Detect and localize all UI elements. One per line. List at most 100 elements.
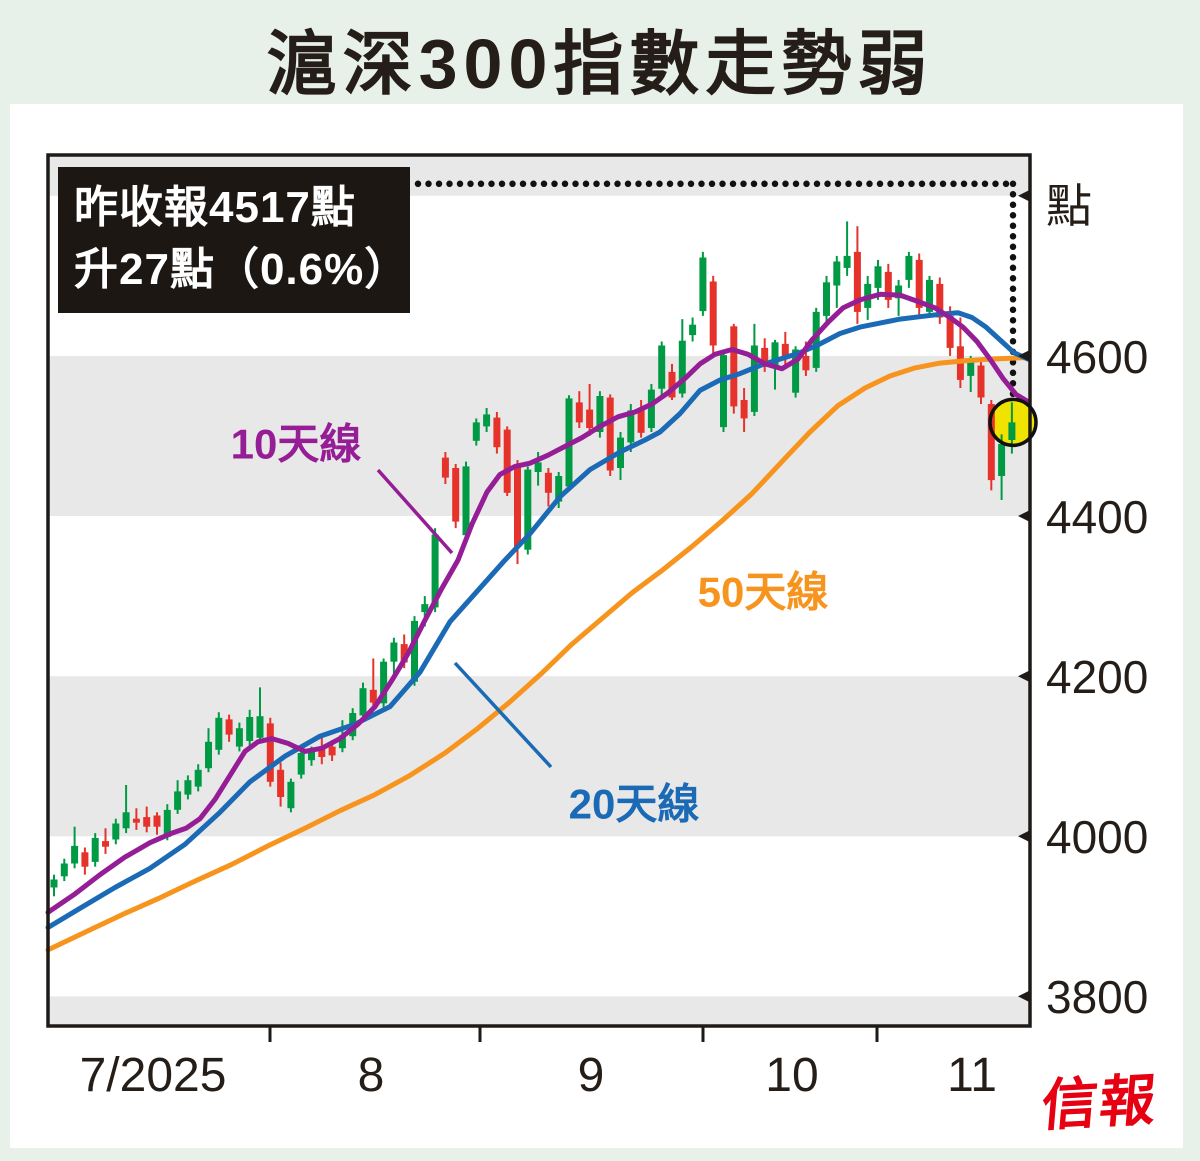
candle-body [441, 457, 449, 478]
ma50-line [45, 355, 1031, 953]
y-tick-label: 4400 [1046, 491, 1149, 544]
candle-body [225, 719, 233, 735]
candle-body [431, 534, 439, 608]
ma20-line [45, 310, 1031, 930]
candle-body [297, 753, 305, 775]
candle-body [277, 769, 285, 797]
candle-body [977, 365, 985, 398]
publisher-logo: 信報 [1038, 1069, 1161, 1139]
candle-body [163, 809, 171, 838]
plot-band [48, 355, 1030, 516]
y-tick-arrow [1018, 829, 1031, 843]
y-tick-arrow [1018, 989, 1031, 1003]
candle-body [926, 279, 933, 312]
candle-body [967, 362, 975, 376]
y-tick-label: 點 [1046, 179, 1092, 232]
candle-body [823, 282, 830, 316]
annotation-line-1: 昨收報4517點 [74, 183, 356, 232]
y-tick-label: 3800 [1046, 971, 1149, 1024]
candle-body [411, 620, 418, 682]
candle-body [102, 841, 109, 847]
candle-body [905, 255, 913, 280]
candle-body [699, 257, 707, 312]
candle-body [483, 414, 491, 427]
candle-body [122, 812, 130, 829]
candle-body [792, 349, 800, 393]
candle-body [884, 271, 892, 300]
candle-body [328, 746, 336, 756]
candle-body [205, 741, 212, 769]
candle-body [194, 769, 202, 787]
candle-body [1008, 422, 1016, 440]
candle-body [575, 402, 583, 423]
x-tick-label: 9 [577, 1049, 605, 1102]
ma20-pointer-line [453, 661, 553, 769]
candle-body [750, 345, 758, 412]
highlight-circle-ring [988, 397, 1038, 448]
candle-body [720, 355, 727, 428]
candle-body [215, 717, 223, 750]
candle-body [421, 604, 429, 613]
candle-body [627, 410, 635, 443]
ma20-label: 20天線 [568, 780, 700, 828]
candle-body [668, 371, 676, 398]
candle-body [606, 397, 614, 471]
ma50-label: 50天線 [697, 568, 829, 616]
candle-body [60, 863, 68, 877]
candle-body [462, 466, 470, 536]
y-tick-arrow [1018, 189, 1031, 203]
candle-body [369, 689, 377, 703]
candle-body [50, 879, 58, 888]
candle-body [915, 259, 923, 308]
x-tick-label: 10 [765, 1049, 819, 1102]
candle-body [318, 746, 326, 757]
candle-body [390, 642, 398, 662]
candle-body [709, 281, 717, 346]
annotation-line-2: 升27點（0.6%） [74, 245, 410, 294]
candle-body [493, 417, 501, 448]
x-tick-label: 8 [357, 1049, 385, 1102]
candle-body [184, 780, 192, 795]
candle-body [833, 261, 841, 286]
candle-body [266, 723, 274, 782]
x-tick-label: 11 [947, 1049, 997, 1102]
candle-body [380, 661, 388, 704]
candle-body [452, 468, 460, 522]
candle-body [81, 852, 89, 867]
candle-body [256, 716, 264, 738]
candle-body [740, 400, 748, 419]
candle-body [143, 817, 151, 827]
candle-body [637, 408, 645, 433]
candle-body [359, 688, 367, 716]
candle-body [534, 462, 542, 472]
candle-body [586, 409, 594, 428]
candle-body [689, 324, 697, 336]
candle-body [338, 735, 346, 749]
ma10-label: 10天線 [230, 420, 362, 468]
ma10-pointer-line [376, 468, 454, 555]
candle-body [761, 347, 769, 364]
candle-body [308, 750, 315, 761]
candle-body [174, 791, 182, 810]
candle-body [91, 837, 99, 862]
y-tick-arrow [1018, 669, 1031, 683]
candle-body [596, 396, 604, 432]
candle-body [555, 476, 563, 502]
candle-body [802, 355, 810, 371]
candle-body [524, 469, 532, 550]
candle-body [812, 311, 820, 368]
candle-body [544, 472, 552, 493]
candle-body [771, 342, 779, 366]
candle-body [647, 389, 655, 428]
candle-body [998, 444, 1006, 476]
candle-body [235, 728, 243, 747]
candle-body [895, 285, 903, 299]
candle-body [503, 429, 511, 493]
candle-body [132, 818, 140, 823]
candle-body [472, 422, 480, 441]
candle-body [678, 340, 686, 394]
candle-body [153, 815, 161, 827]
candle-body [400, 644, 408, 663]
x-tick-label: 7/2025 [79, 1049, 227, 1102]
